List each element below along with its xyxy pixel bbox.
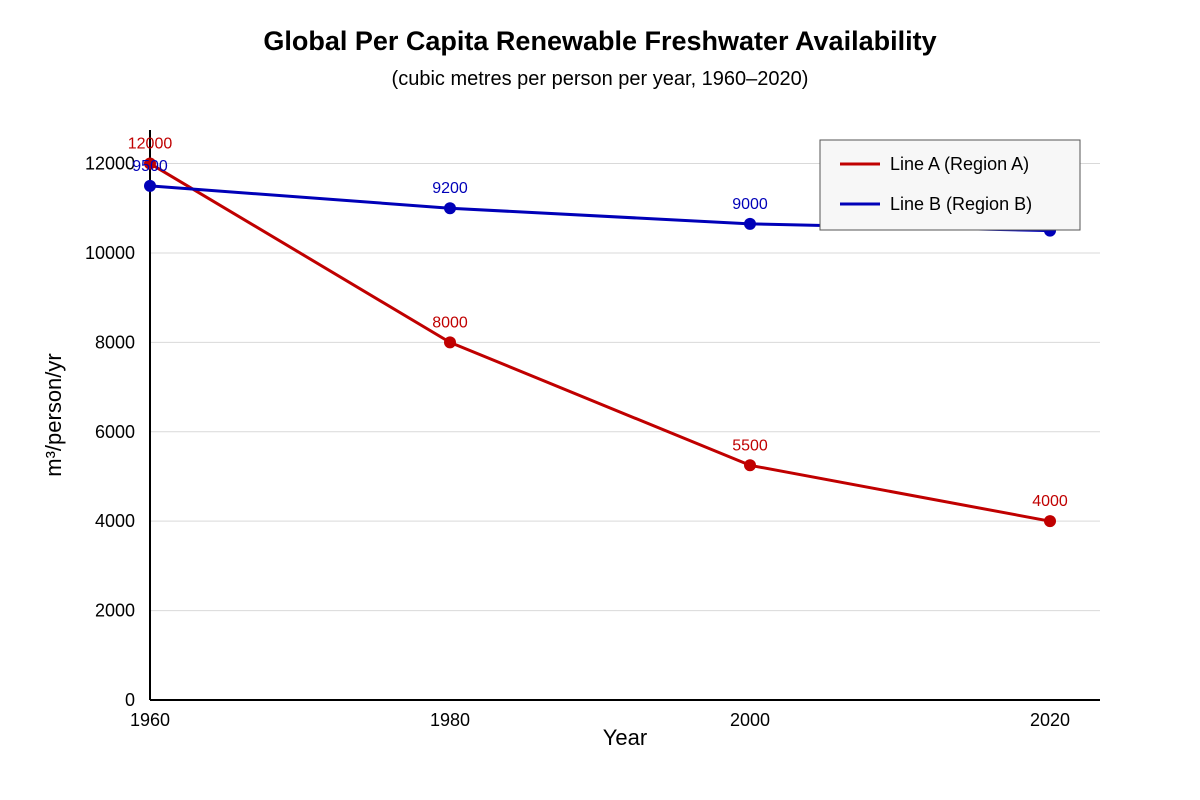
gridlines — [150, 163, 1100, 612]
data-point — [144, 157, 156, 170]
x-tick-label: 1960 — [130, 710, 170, 730]
y-tick-label: 12000 — [85, 154, 135, 174]
y-tick-label: 10000 — [85, 243, 135, 263]
data-label: 8000 — [432, 314, 468, 331]
data-label: 9000 — [732, 196, 768, 213]
data-label: 12000 — [128, 136, 173, 153]
x-axis-label: Year — [603, 725, 647, 750]
data-label: 5500 — [732, 437, 768, 454]
data-point — [744, 217, 756, 230]
y-tick-label: 0 — [125, 690, 135, 710]
data-point — [1044, 515, 1056, 528]
y-axis-label: m³/person/yr — [41, 353, 66, 476]
data-label: 9500 — [132, 158, 168, 175]
legend-label-line-a: Line A (Region A) — [890, 154, 1029, 174]
data-point — [744, 459, 756, 472]
legend-label-line-b: Line B (Region B) — [890, 194, 1032, 214]
data-point — [144, 179, 156, 192]
data-labels: 12000 8000 5500 4000 9500 9200 9000 — [128, 136, 1068, 511]
x-tick-label: 1980 — [430, 710, 470, 730]
data-point — [444, 202, 456, 215]
chart-subtitle: (cubic metres per person per year, 1960–… — [392, 68, 809, 90]
series-line-a — [149, 162, 1051, 523]
data-label: 4000 — [1032, 493, 1068, 510]
y-tick-label: 6000 — [95, 422, 135, 442]
y-tick-label: 8000 — [95, 332, 135, 352]
data-point — [444, 336, 456, 349]
legend: Line A (Region A) Line B (Region B) — [819, 139, 1081, 231]
data-label: 9200 — [432, 180, 468, 197]
chart-title: Global Per Capita Renewable Freshwater A… — [263, 26, 936, 56]
x-tick-label: 2020 — [1030, 710, 1070, 730]
y-tick-label: 4000 — [95, 511, 135, 531]
legend-box — [819, 139, 1081, 231]
axes: 0 2000 4000 6000 8000 10000 12000 1960 1980 2000 2… — [85, 130, 1100, 730]
x-tick-label: 2000 — [730, 710, 770, 730]
y-tick-label: 2000 — [95, 601, 135, 621]
